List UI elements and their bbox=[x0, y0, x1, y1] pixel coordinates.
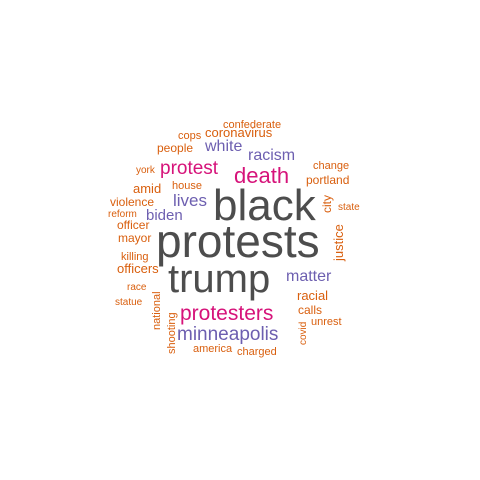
word-unrest: unrest bbox=[311, 316, 342, 328]
word-reform: reform bbox=[108, 209, 137, 220]
word-house: house bbox=[172, 180, 202, 192]
word-racism: racism bbox=[248, 147, 295, 164]
word-lives: lives bbox=[173, 191, 207, 210]
word-coronavirus: coronavirus bbox=[205, 125, 273, 140]
word-protesters: protesters bbox=[180, 302, 273, 325]
word-covid: covid bbox=[298, 322, 309, 345]
word-change: change bbox=[313, 160, 349, 172]
word-york: york bbox=[136, 165, 156, 176]
word-officers: officers bbox=[117, 261, 159, 276]
word-matter: matter bbox=[286, 268, 332, 285]
word-people: people bbox=[157, 141, 193, 155]
word-white: white bbox=[204, 138, 242, 155]
word-violence: violence bbox=[110, 195, 154, 209]
word-city: city bbox=[320, 195, 334, 213]
word-race: race bbox=[127, 282, 147, 293]
word-portland: portland bbox=[306, 173, 349, 187]
word-minneapolis: minneapolis bbox=[177, 324, 278, 345]
word-officer: officer bbox=[117, 218, 149, 232]
word-killing: killing bbox=[121, 251, 149, 263]
word-biden: biden bbox=[146, 207, 183, 224]
word-cops: cops bbox=[178, 130, 202, 142]
word-national: national bbox=[151, 291, 163, 330]
word-amid: amid bbox=[133, 181, 161, 196]
word-america: america bbox=[193, 343, 233, 355]
word-justice: justice bbox=[331, 224, 346, 262]
word-shooting: shooting bbox=[166, 312, 178, 354]
word-trump: trump bbox=[168, 257, 270, 301]
word-state: state bbox=[338, 202, 360, 213]
word-charged: charged bbox=[237, 346, 277, 358]
word-death: death bbox=[234, 163, 289, 188]
word-statue: statue bbox=[115, 297, 143, 308]
word-mayor: mayor bbox=[118, 231, 151, 245]
word-racial: racial bbox=[297, 288, 328, 303]
word-protest: protest bbox=[160, 158, 219, 179]
word-confederate: confederate bbox=[223, 119, 281, 131]
word-calls: calls bbox=[298, 303, 322, 317]
word-protests: protests bbox=[156, 215, 320, 267]
word-black: black bbox=[213, 181, 317, 230]
